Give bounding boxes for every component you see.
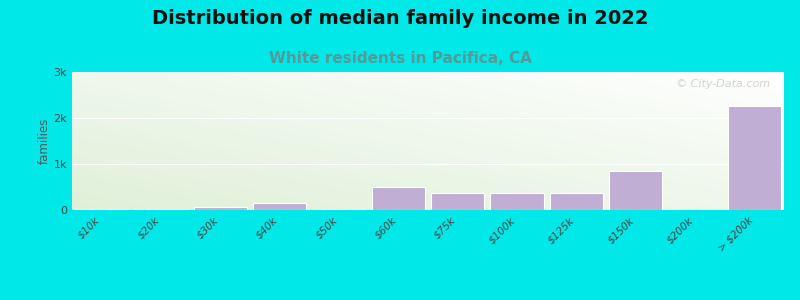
Bar <box>609 171 662 210</box>
Text: Distribution of median family income in 2022: Distribution of median family income in … <box>152 9 648 28</box>
Text: © City-Data.com: © City-Data.com <box>676 79 770 89</box>
Bar <box>490 194 544 210</box>
Bar <box>253 202 306 210</box>
Text: White residents in Pacifica, CA: White residents in Pacifica, CA <box>269 51 531 66</box>
Bar <box>550 193 603 210</box>
Y-axis label: families: families <box>38 118 50 164</box>
Bar <box>431 193 484 210</box>
Bar <box>312 208 366 210</box>
Bar <box>728 106 781 210</box>
Bar <box>194 207 247 210</box>
Bar <box>75 208 128 210</box>
Bar <box>372 188 425 210</box>
Bar <box>134 208 188 210</box>
